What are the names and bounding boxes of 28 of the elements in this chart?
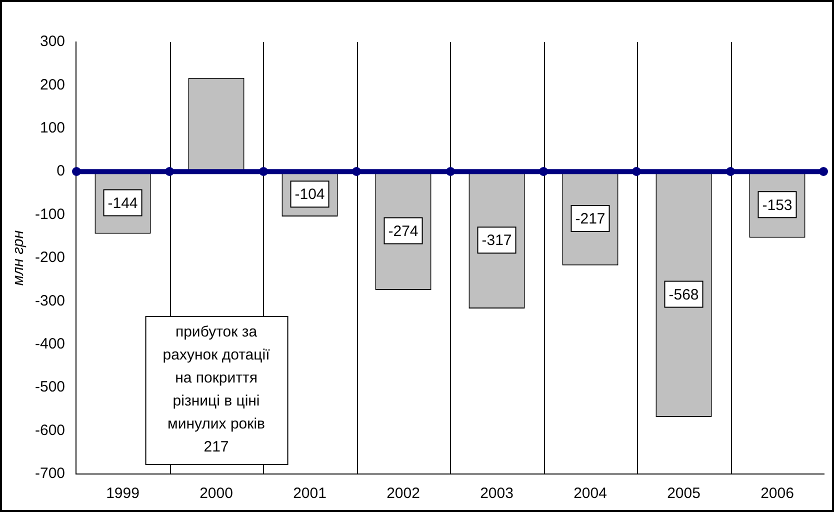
y-tick-label: -200	[34, 249, 66, 266]
annotation: прибуток за рахунок дотації на покриття різниці в ціні минулих років 217	[162, 324, 271, 456]
data-label: -568	[668, 286, 699, 304]
data-label: -274	[388, 222, 418, 240]
y-tick-label: -500	[34, 378, 66, 396]
y-tick-label: 300	[40, 33, 66, 50]
y-tick-label: -700	[34, 465, 66, 482]
x-tick-label: 2004	[574, 485, 607, 502]
x-tick-label: 2005	[667, 485, 700, 502]
data-label: -104	[294, 186, 325, 204]
data-label: -153	[762, 196, 792, 214]
x-tick-label: 2003	[480, 485, 514, 502]
y-tick-label: 100	[40, 120, 66, 137]
x-tick-label: 2002	[386, 485, 420, 502]
y-tick-label: -300	[34, 292, 66, 310]
data-label: -317	[482, 232, 512, 250]
y-tick-label: -600	[34, 422, 66, 439]
x-tick-label: 2001	[293, 485, 326, 502]
data-label: -217	[575, 210, 606, 228]
y-tick-label: 200	[40, 76, 66, 94]
y-axis-title: млн грн	[10, 230, 28, 286]
y-tick-label: -400	[34, 336, 66, 353]
x-tick-label: 2006	[760, 485, 794, 502]
x-tick-label: 1999	[106, 485, 140, 502]
y-tick-label: 0	[56, 162, 66, 180]
x-tick-label: 2000	[200, 485, 233, 502]
data-label: -144	[108, 194, 138, 212]
y-tick-label: -100	[34, 206, 66, 223]
